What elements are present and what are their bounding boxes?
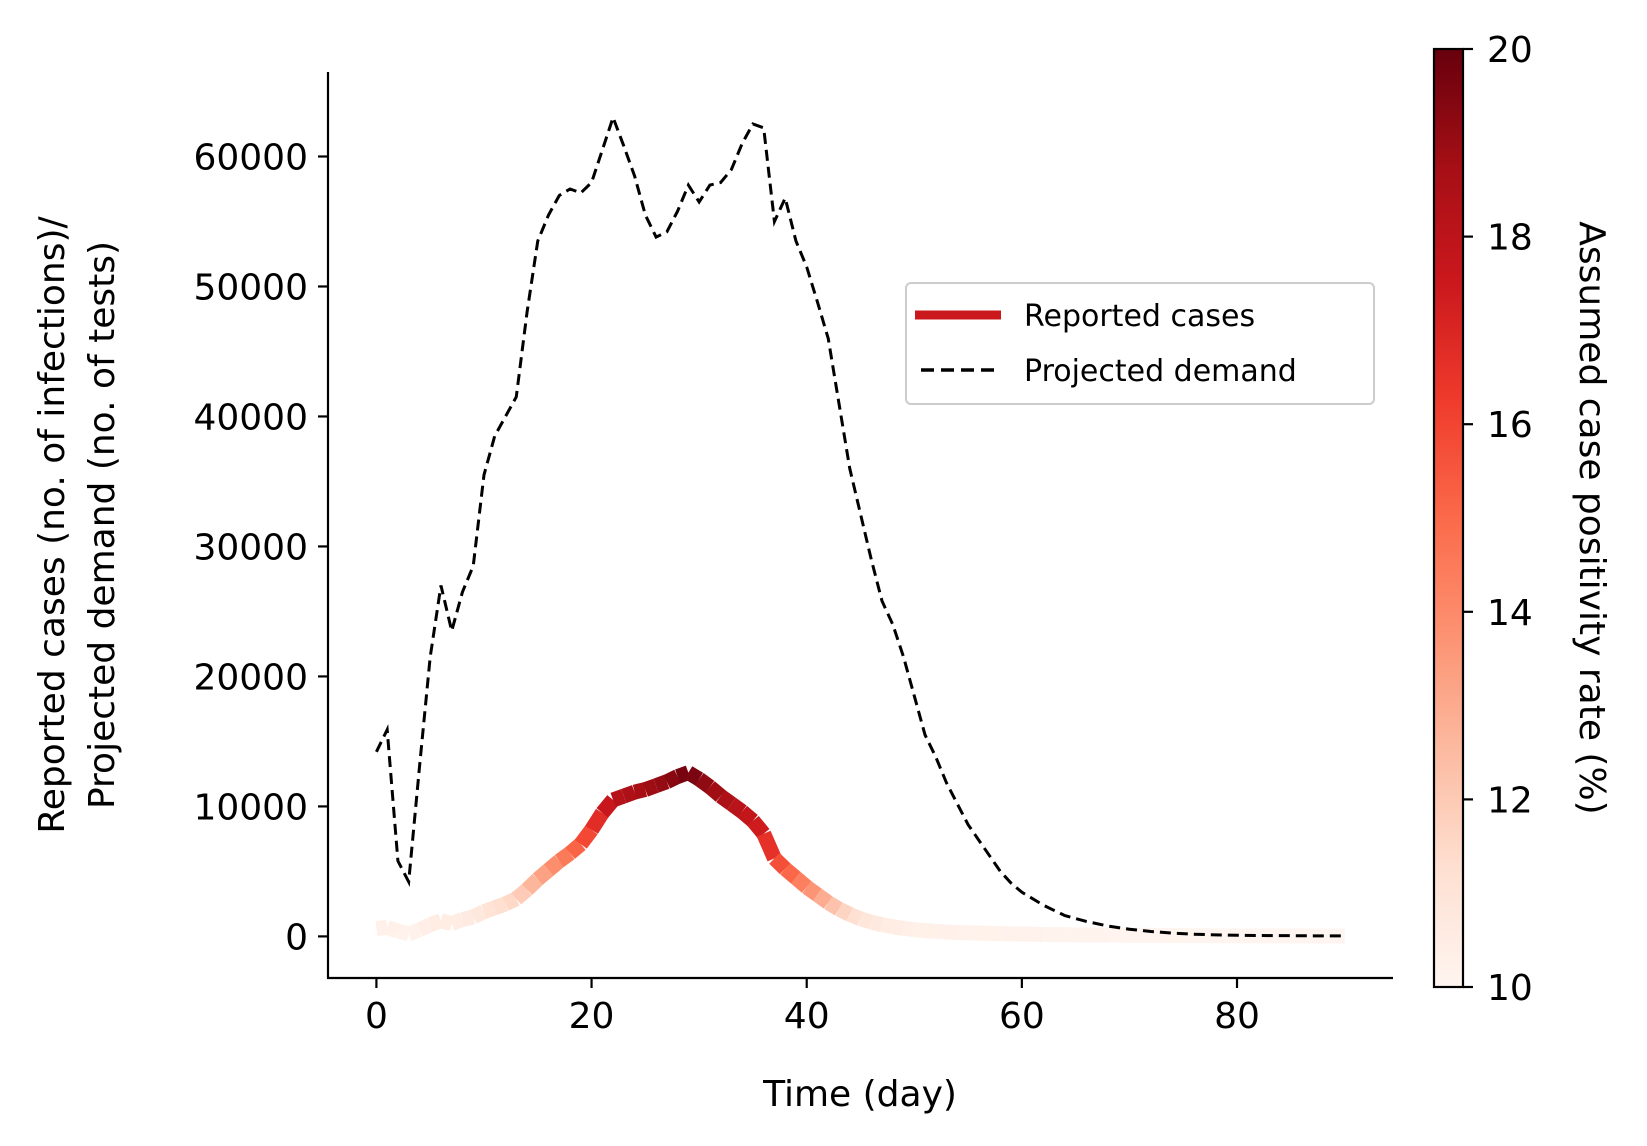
y-tick-label: 20000 bbox=[193, 657, 308, 698]
legend-label-projected-demand: Projected demand bbox=[1024, 354, 1297, 389]
y-tick-label: 0 bbox=[285, 917, 308, 958]
legend: Reported cases Projected demand bbox=[905, 282, 1375, 405]
colorbar-tick-label: 10 bbox=[1487, 968, 1533, 1009]
y-tick-label: 30000 bbox=[193, 527, 308, 568]
reported-cases-segment bbox=[858, 911, 874, 930]
y-axis-label-line1: Reported cases (no. of infections)/ bbox=[32, 215, 73, 833]
x-tick-label: 0 bbox=[365, 996, 388, 1037]
projected-demand-series bbox=[375, 112, 1345, 938]
reported-cases-segment bbox=[727, 797, 747, 818]
reported-cases-segment bbox=[747, 815, 770, 839]
reported-cases-segment bbox=[802, 880, 822, 901]
reported-cases-segment bbox=[663, 769, 681, 789]
colorbar: 10 12 14 16 18 20 Assumed case positivity rat… bbox=[1432, 30, 1612, 1009]
y-axis-label-line2: Projected demand (no. of tests) bbox=[82, 241, 123, 809]
y-tick-label: 60000 bbox=[193, 137, 308, 178]
reported-cases-segment bbox=[492, 896, 509, 915]
x-tick-label: 80 bbox=[1214, 996, 1260, 1037]
x-tick-label: 60 bbox=[999, 996, 1045, 1037]
reported-cases-segment bbox=[565, 838, 586, 859]
colorbar-tick-label: 20 bbox=[1487, 30, 1533, 71]
y-axis-ticks: 0 10000 20000 30000 40000 50000 60000 bbox=[193, 137, 328, 958]
reported-cases-segment bbox=[416, 917, 434, 937]
plot-area bbox=[375, 112, 1345, 944]
colorbar-tick-label: 12 bbox=[1487, 780, 1533, 821]
reported-cases-segment bbox=[543, 855, 565, 876]
x-tick-label: 20 bbox=[569, 996, 615, 1037]
reported-cases-segment bbox=[791, 872, 812, 893]
reported-cases-segment bbox=[406, 922, 422, 941]
reported-cases-segment bbox=[694, 773, 715, 793]
reported-cases-segment bbox=[846, 907, 864, 926]
reported-cases-segment bbox=[532, 864, 554, 885]
colorbar-tick-label: 16 bbox=[1487, 405, 1533, 446]
y-tick-label: 40000 bbox=[193, 397, 308, 438]
reported-cases-segment bbox=[610, 788, 627, 807]
reported-cases-segment bbox=[384, 920, 401, 939]
reported-cases-segment bbox=[978, 925, 1001, 942]
reported-cases-segment bbox=[902, 920, 916, 938]
reported-cases-segment bbox=[460, 909, 475, 927]
reported-cases-segment bbox=[716, 789, 736, 810]
x-tick-label: 40 bbox=[784, 996, 830, 1037]
reported-cases-segment bbox=[621, 785, 638, 804]
y-tick-label: 10000 bbox=[193, 787, 308, 828]
reported-cases-segment bbox=[596, 795, 619, 818]
x-axis-label: Time (day) bbox=[762, 1074, 957, 1115]
colorbar-label: Assumed case positivity rate (%) bbox=[1571, 221, 1612, 814]
colorbar-tick-label: 14 bbox=[1487, 593, 1533, 634]
reported-cases-segment bbox=[554, 847, 575, 868]
reported-cases-segment bbox=[511, 883, 532, 905]
reported-cases-segment bbox=[891, 919, 905, 936]
reported-cases-segment bbox=[585, 808, 609, 834]
colorbar-tick-label: 18 bbox=[1487, 218, 1533, 259]
reported-cases-segment bbox=[880, 917, 895, 935]
reported-cases-segment bbox=[957, 925, 980, 941]
reported-cases-segment bbox=[869, 914, 884, 933]
reported-cases-segment bbox=[642, 778, 659, 797]
reported-cases-segment bbox=[824, 896, 843, 916]
reported-cases-segment bbox=[481, 900, 498, 919]
reported-cases-segment bbox=[935, 923, 958, 941]
colorbar-ticks: 10 12 14 16 18 20 bbox=[1463, 30, 1533, 1009]
reported-cases-segment bbox=[632, 782, 648, 800]
reported-cases-segment bbox=[913, 922, 937, 939]
reported-cases-segment bbox=[375, 919, 389, 937]
reported-cases-segment bbox=[396, 923, 411, 942]
reported-cases-segment bbox=[835, 902, 854, 922]
reported-cases-segment bbox=[502, 891, 520, 911]
x-axis-ticks: 0 20 40 60 80 bbox=[365, 978, 1260, 1037]
legend-frame bbox=[905, 282, 1375, 405]
reported-cases-segment bbox=[684, 766, 704, 786]
reported-cases-segment bbox=[675, 765, 691, 784]
reported-cases-segment bbox=[813, 888, 833, 909]
reported-cases-segment bbox=[439, 913, 454, 931]
reported-cases-segment bbox=[521, 873, 543, 896]
reported-cases-segment bbox=[653, 774, 670, 793]
colorbar-gradient bbox=[1432, 47, 1465, 989]
reported-cases-segment bbox=[769, 853, 791, 875]
reported-cases-segment bbox=[449, 912, 466, 931]
reported-cases-segment bbox=[737, 805, 758, 827]
reported-cases-segment bbox=[574, 825, 598, 849]
reported-cases-segment bbox=[469, 904, 488, 924]
reported-cases-segment bbox=[756, 830, 782, 862]
reported-cases-series bbox=[375, 765, 1345, 944]
reported-cases-segment bbox=[427, 913, 444, 932]
y-tick-label: 50000 bbox=[193, 267, 308, 308]
legend-label-reported-cases: Reported cases bbox=[1024, 299, 1255, 334]
reported-cases-segment bbox=[780, 863, 801, 884]
reported-cases-segment bbox=[705, 781, 726, 802]
